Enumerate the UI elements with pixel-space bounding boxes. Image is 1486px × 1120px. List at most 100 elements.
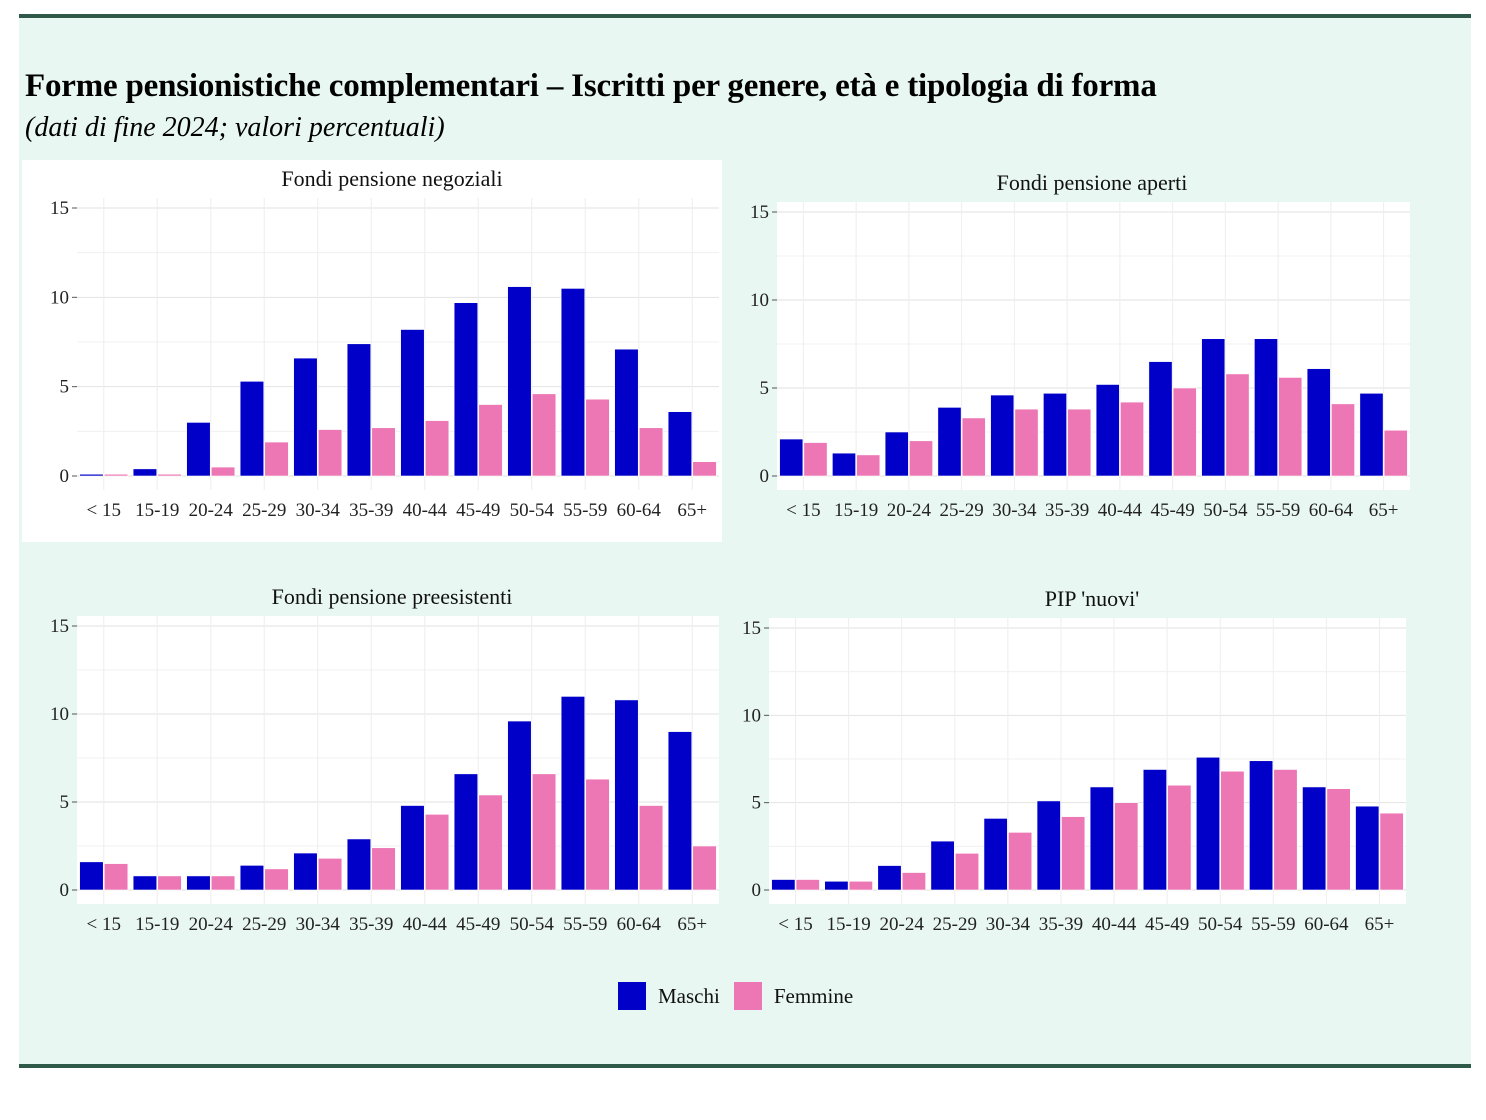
bar-femmine-lt-15	[795, 879, 820, 891]
bar-maschi-55-59	[1254, 338, 1278, 477]
bar-femmine-30-34	[317, 429, 343, 477]
bar-femmine-60-64	[638, 805, 664, 891]
bar-femmine-45-49	[478, 404, 503, 477]
bar-maschi-35-39	[1043, 392, 1067, 477]
bar-femmine-40-44	[1114, 802, 1139, 891]
legend-item-maschi: Maschi	[618, 982, 720, 1010]
y-tick-label: 0	[752, 880, 762, 901]
x-tick-label: 55-59	[1251, 914, 1295, 935]
bar-maschi-25-29	[239, 865, 265, 891]
x-tick-label: 20-24	[887, 500, 932, 521]
x-tick-label: 40-44	[403, 500, 448, 521]
bar-maschi-15-19	[132, 875, 158, 891]
bar-femmine-50-54	[531, 393, 557, 477]
y-tick-label: 5	[60, 377, 70, 398]
x-tick-label: 45-49	[456, 914, 500, 935]
y-tick-label: 15	[50, 616, 69, 637]
bar-femmine-45-49	[1172, 387, 1197, 477]
bar-maschi-lt-15	[79, 861, 104, 891]
x-tick-label: 35-39	[1045, 500, 1089, 521]
bar-maschi-50-54	[1195, 756, 1221, 891]
x-tick-label: 50-54	[510, 914, 555, 935]
x-tick-label: 35-39	[1039, 914, 1083, 935]
bar-femmine-55-59	[585, 778, 610, 891]
bar-femmine-65	[1379, 812, 1404, 891]
bar-maschi-15-19	[132, 468, 158, 477]
x-tick-label: 25-29	[939, 500, 983, 521]
plot-area	[769, 618, 1406, 904]
x-tick-label: 60-64	[617, 914, 662, 935]
bar-maschi-20-24	[186, 422, 211, 477]
y-tick-label: 15	[750, 202, 769, 223]
x-tick-label: 25-29	[242, 500, 286, 521]
bar-maschi-45-49	[1142, 769, 1167, 891]
bar-femmine-15-19	[157, 473, 182, 477]
bar-femmine-35-39	[1061, 816, 1086, 891]
bar-maschi-20-24	[186, 875, 211, 891]
bar-maschi-35-39	[346, 343, 372, 477]
bar-femmine-20-24	[909, 440, 933, 477]
bar-femmine-40-44	[424, 814, 450, 891]
bar-maschi-40-44	[400, 805, 425, 891]
bar-maschi-35-39	[1036, 800, 1061, 891]
bar-maschi-60-64	[614, 348, 639, 477]
bar-femmine-30-34	[317, 858, 343, 891]
legend-item-femmine: Femmine	[733, 982, 853, 1010]
x-tick-label: 50-54	[1198, 914, 1243, 935]
x-tick-label: 35-39	[349, 914, 393, 935]
bar-femmine-20-24	[210, 875, 236, 891]
bar-femmine-lt-15	[803, 442, 828, 477]
bar-maschi-15-19	[832, 452, 856, 477]
y-tick-label: 15	[50, 198, 69, 219]
bar-maschi-25-29	[930, 840, 955, 891]
bar-maschi-40-44	[400, 329, 425, 477]
panel-title-pip-nuovi: PIP 'nuovi'	[1045, 586, 1140, 611]
bar-femmine-25-29	[961, 417, 986, 477]
x-tick-label: 20-24	[189, 914, 234, 935]
x-tick-label: 60-64	[1304, 914, 1349, 935]
bar-maschi-30-34	[983, 818, 1008, 891]
y-tick-label: 10	[50, 287, 69, 308]
bar-femmine-30-34	[1014, 408, 1039, 477]
x-tick-label: 15-19	[135, 914, 179, 935]
x-tick-label: 20-24	[189, 500, 234, 521]
bar-femmine-30-34	[1008, 832, 1033, 891]
bar-femmine-50-54	[531, 773, 557, 891]
bar-maschi-45-49	[1148, 361, 1173, 477]
bar-femmine-35-39	[371, 847, 396, 891]
panel-title-fondi-pensione-negoziali: Fondi pensione negoziali	[281, 166, 502, 191]
x-tick-label: 45-49	[1150, 500, 1194, 521]
bar-maschi-35-39	[346, 838, 372, 891]
bar-maschi-55-59	[560, 696, 586, 891]
chart-svg-pip: PIP 'nuovi' 0 5 10 15 < 15 15-19 20-24 25-29 30-3…	[742, 586, 1406, 935]
bar-femmine-50-54	[1225, 373, 1250, 477]
x-tick-label: 30-34	[992, 500, 1037, 521]
x-tick-label: 35-39	[349, 500, 393, 521]
x-tick-label: < 15	[87, 914, 121, 935]
x-tick-label: 50-54	[1203, 500, 1248, 521]
plot-area	[77, 616, 719, 904]
bar-maschi-45-49	[453, 773, 479, 891]
y-tick-label: 0	[760, 466, 770, 487]
bar-maschi-60-64	[614, 699, 639, 891]
x-tick-label: 30-34	[296, 500, 341, 521]
bar-maschi-20-24	[877, 865, 902, 891]
x-tick-label: 30-34	[986, 914, 1031, 935]
y-tick-label: 10	[742, 705, 761, 726]
bar-maschi-50-54	[507, 286, 532, 477]
x-tick-label: 65+	[677, 914, 707, 935]
bar-femmine-55-59	[1273, 769, 1298, 891]
x-tick-label: 45-49	[456, 500, 500, 521]
bar-maschi-lt-15	[771, 879, 796, 891]
x-tick-label: 15-19	[826, 914, 870, 935]
chart-svg-aperti: Fondi pensione aperti 0 5 10 15 < 15 15-19 20-2…	[750, 170, 1410, 521]
figure-subtitle: (dati di fine 2024; valori percentuali)	[25, 112, 445, 143]
x-tick-label: 60-64	[617, 500, 662, 521]
x-tick-label: 40-44	[1092, 914, 1137, 935]
bar-femmine-60-64	[638, 427, 664, 477]
plot-area	[77, 198, 719, 490]
bar-maschi-55-59	[1249, 760, 1274, 891]
panel-pip-nuovi: PIP 'nuovi' 0 5 10 15 < 15 15-19 20-24 25-29 30-3…	[722, 574, 1422, 944]
bar-femmine-45-49	[1167, 784, 1192, 891]
bar-femmine-lt-15	[103, 863, 129, 891]
